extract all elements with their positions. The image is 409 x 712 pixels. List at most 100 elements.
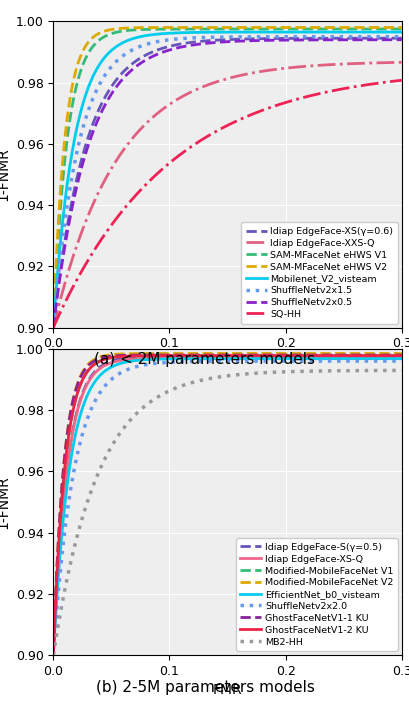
Modified-MobileFaceNet V1 [312,351,317,360]
ShuffleNetv2x0.5 [398,36,403,44]
Idiap EdgeFace-S(γ=0.5) [283,352,288,361]
X-axis label: FMR: FMR [212,684,242,697]
SQ-HH [140,184,145,192]
GhostFaceNetV1-2 KU [112,353,117,362]
Line: SAM-MFaceNet eHWS V1: SAM-MFaceNet eHWS V1 [53,29,401,328]
Idiap EdgeFace-S(γ=0.5) [256,352,261,361]
EfficientNet_b0_visteam [51,651,56,659]
GhostFaceNetV1-2 KU [256,351,261,360]
SAM-MFaceNet eHWS V1 [312,25,317,33]
ShuffleNetv2x1.5 [312,33,317,41]
ShuffleNetv2x0.5 [283,36,288,44]
Idiap EdgeFace-XS(γ=0.6) [112,78,117,86]
SQ-HH [398,76,403,85]
GhostFaceNetV1-2 KU [312,351,317,360]
Line: Idiap EdgeFace-S(γ=0.5): Idiap EdgeFace-S(γ=0.5) [53,357,401,655]
Line: ShuffleNetv2x2.0: ShuffleNetv2x2.0 [53,361,401,655]
Modified-MobileFaceNet V2 [312,349,317,357]
GhostFaceNetV1-2 KU [398,351,403,360]
SAM-MFaceNet eHWS V2 [208,23,213,32]
Line: ShuffleNetv2x1.5: ShuffleNetv2x1.5 [53,37,401,328]
SQ-HH [208,130,213,139]
Idiap EdgeFace-XS-Q [208,354,213,362]
GhostFaceNetV1-1 KU [397,351,402,360]
Mobilenet_V2_visteam [256,28,261,36]
Line: SAM-MFaceNet eHWS V2: SAM-MFaceNet eHWS V2 [53,28,401,328]
Modified-MobileFaceNet V2 [112,350,117,359]
Idiap EdgeFace-XS(γ=0.6) [51,323,56,332]
Mobilenet_V2_visteam [283,28,288,36]
Line: MB2-HH: MB2-HH [53,370,401,655]
ShuffleNetv2x0.5 [51,323,56,332]
Idiap EdgeFace-XXS-Q [208,80,213,88]
Line: GhostFaceNetV1-2 KU: GhostFaceNetV1-2 KU [53,355,401,655]
Idiap EdgeFace-XS-Q [312,354,317,362]
ShuffleNetv2x0.5 [256,36,261,45]
Idiap EdgeFace-XS(γ=0.6) [140,53,145,61]
Idiap EdgeFace-XXS-Q [51,323,56,332]
EfficientNet_b0_visteam [208,355,213,363]
Line: SQ-HH: SQ-HH [53,80,401,328]
SAM-MFaceNet eHWS V1 [112,28,117,37]
ShuffleNetv2x2.0 [112,372,117,381]
Line: Idiap EdgeFace-XS(γ=0.6): Idiap EdgeFace-XS(γ=0.6) [53,38,401,328]
Idiap EdgeFace-S(γ=0.5) [112,356,117,365]
ShuffleNetv2x0.5 [112,85,117,93]
Mobilenet_V2_visteam [112,43,117,52]
Line: EfficientNet_b0_visteam: EfficientNet_b0_visteam [53,359,401,655]
Idiap EdgeFace-XS-Q [140,355,145,363]
Idiap EdgeFace-XS-Q [256,354,261,362]
ShuffleNetv2x1.5 [283,33,288,41]
SAM-MFaceNet eHWS V1 [208,25,213,33]
Modified-MobileFaceNet V1 [140,352,145,360]
GhostFaceNetV1-2 KU [140,352,145,360]
ShuffleNetv2x0.5 [140,58,145,66]
SAM-MFaceNet eHWS V2 [312,23,317,32]
Idiap EdgeFace-S(γ=0.5) [140,352,145,361]
Idiap EdgeFace-XS-Q [51,651,56,659]
Modified-MobileFaceNet V2 [397,349,402,357]
MB2-HH [312,367,317,375]
Modified-MobileFaceNet V2 [51,651,56,659]
Idiap EdgeFace-XXS-Q [283,64,288,73]
Modified-MobileFaceNet V1 [208,351,213,360]
Line: ShuffleNetv2x0.5: ShuffleNetv2x0.5 [53,40,401,328]
EfficientNet_b0_visteam [140,355,145,364]
X-axis label: FMR: FMR [212,356,242,370]
Mobilenet_V2_visteam [140,32,145,41]
ShuffleNetv2x2.0 [51,651,56,659]
Modified-MobileFaceNet V1 [112,353,117,362]
MB2-HH [256,369,261,377]
MB2-HH [208,374,213,382]
Modified-MobileFaceNet V1 [283,351,288,360]
SAM-MFaceNet eHWS V2 [51,323,56,332]
ShuffleNetv2x0.5 [208,38,213,47]
GhostFaceNetV1-1 KU [283,351,288,360]
Idiap EdgeFace-XS(γ=0.6) [398,34,403,43]
Idiap EdgeFace-XXS-Q [140,122,145,131]
GhostFaceNetV1-1 KU [208,351,213,360]
SAM-MFaceNet eHWS V2 [283,23,288,32]
Line: Modified-MobileFaceNet V2: Modified-MobileFaceNet V2 [53,353,401,655]
Line: Mobilenet_V2_visteam: Mobilenet_V2_visteam [53,32,401,328]
Line: Idiap EdgeFace-XS-Q: Idiap EdgeFace-XS-Q [53,358,401,655]
Modified-MobileFaceNet V2 [256,349,261,357]
SAM-MFaceNet eHWS V1 [283,25,288,33]
MB2-HH [140,404,145,412]
ShuffleNetv2x1.5 [256,33,261,41]
Idiap EdgeFace-XS(γ=0.6) [283,34,288,43]
EfficientNet_b0_visteam [112,361,117,370]
MB2-HH [51,651,56,659]
EfficientNet_b0_visteam [283,355,288,363]
Mobilenet_V2_visteam [312,28,317,36]
EfficientNet_b0_visteam [312,355,317,363]
SQ-HH [256,108,261,116]
ShuffleNetv2x2.0 [398,357,403,365]
Idiap EdgeFace-XXS-Q [398,58,403,66]
Modified-MobileFaceNet V1 [51,651,56,659]
GhostFaceNetV1-1 KU [312,351,317,360]
ShuffleNetv2x2.0 [208,357,213,365]
Text: (b) 2-5M parameters models: (b) 2-5M parameters models [95,680,314,695]
ShuffleNetv2x1.5 [398,33,403,41]
Idiap EdgeFace-S(γ=0.5) [51,651,56,659]
